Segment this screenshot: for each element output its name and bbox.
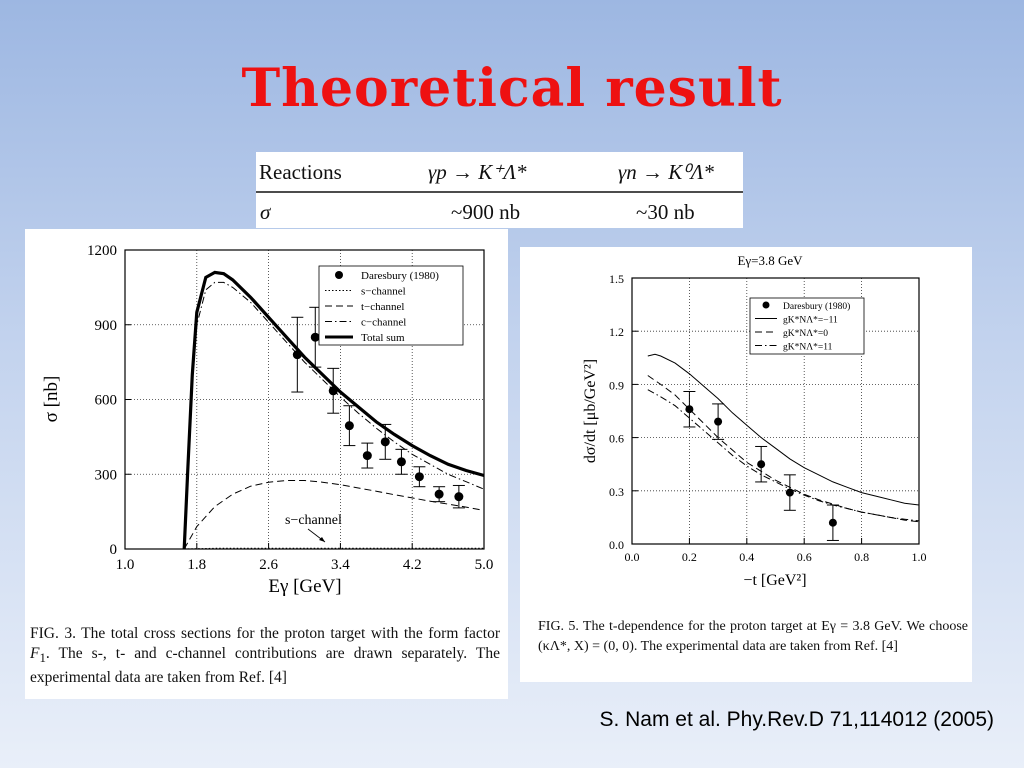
y-tick-label: 0.3 bbox=[609, 485, 624, 499]
data-point bbox=[757, 460, 766, 469]
y-axis-label: dσ/dt [μb/GeV²] bbox=[582, 359, 599, 463]
x-tick-label: 1.0 bbox=[116, 557, 135, 573]
data-point bbox=[414, 472, 424, 482]
x-tick-label: 0.2 bbox=[682, 550, 697, 564]
tick-labels: 0.0 0.2 0.4 0.6 0.8 1.0 0.0 0.3 0.6 0.9 1.2 1.5 bbox=[609, 272, 927, 564]
data-point bbox=[310, 332, 320, 342]
x-tick-label: 0.8 bbox=[854, 550, 869, 564]
y-tick-label: 1200 bbox=[87, 243, 117, 259]
slide-title: Theoretical result bbox=[241, 58, 783, 119]
table-value-neutron: ~30 nb bbox=[636, 200, 695, 224]
table-value-proton: ~900 nb bbox=[451, 200, 520, 224]
legend-label: gK*NΛ*=−11 bbox=[783, 316, 838, 326]
table-header-proton: γp → K⁺Λ* bbox=[428, 160, 527, 184]
y-tick-label: 600 bbox=[95, 393, 118, 409]
series-line bbox=[184, 547, 484, 550]
legend-label: t−channel bbox=[361, 301, 404, 313]
annotation-arrowhead bbox=[319, 537, 325, 542]
x-tick-label: 1.8 bbox=[187, 557, 206, 573]
data-point bbox=[396, 457, 406, 467]
figure-panel-right: Eγ=3.8 GeV 0.0 0.2 0.4 0.6 0.8 1.0 0.0 0.3 0.6 0.… bbox=[520, 247, 972, 682]
legend-label: Total sum bbox=[361, 332, 405, 344]
series-line bbox=[647, 353, 920, 506]
series-line bbox=[647, 389, 920, 522]
y-tick-label: 300 bbox=[95, 467, 118, 483]
table-row-sigma: σ bbox=[260, 200, 272, 224]
chart-legend: Daresbury (1980) s−channel t−channel c−chan… bbox=[318, 265, 464, 346]
y-tick-label: 0.6 bbox=[609, 432, 624, 446]
y-tick-label: 900 bbox=[95, 318, 118, 334]
x-tick-label: 0.6 bbox=[797, 550, 812, 564]
figure-panel-left: 1.0 1.8 2.6 3.4 4.2 5.0 0 300 600 900 1200 σ [nb] … bbox=[25, 229, 508, 699]
data-point bbox=[828, 518, 837, 527]
legend-label: Daresbury (1980) bbox=[361, 270, 439, 282]
y-tick-label: 1.2 bbox=[609, 325, 624, 339]
x-tick-label: 0.0 bbox=[625, 550, 640, 564]
data-point bbox=[685, 405, 694, 414]
series-line bbox=[647, 375, 920, 523]
x-axis-label: −t [GeV²] bbox=[743, 572, 806, 589]
y-tick-label: 0 bbox=[110, 542, 118, 558]
x-tick-label: 5.0 bbox=[475, 557, 494, 573]
figure-caption-left: FIG. 3. The total cross sections for the… bbox=[30, 625, 500, 687]
data-point bbox=[292, 350, 302, 360]
legend-marker bbox=[335, 271, 343, 279]
data-point bbox=[344, 421, 354, 431]
x-tick-label: 4.2 bbox=[403, 557, 422, 573]
chart-frame bbox=[124, 249, 485, 550]
tick-labels: 1.0 1.8 2.6 3.4 4.2 5.0 0 300 600 900 1200 bbox=[87, 243, 493, 573]
x-tick-label: 0.4 bbox=[739, 550, 754, 564]
t-dependence-chart: Eγ=3.8 GeV 0.0 0.2 0.4 0.6 0.8 1.00.00.30.60.… bbox=[582, 253, 927, 589]
y-tick-label: 0.0 bbox=[609, 538, 624, 552]
series-lines bbox=[647, 353, 920, 523]
data-points bbox=[291, 306, 465, 509]
legend-box bbox=[749, 297, 865, 355]
reaction-table: Reactions γp → K⁺Λ* γn → K⁰Λ* σ ~900 nb … bbox=[256, 152, 743, 228]
annotation-s-channel: s−channel bbox=[285, 513, 342, 528]
data-point bbox=[328, 386, 338, 396]
data-points bbox=[683, 390, 839, 541]
data-point bbox=[454, 492, 464, 502]
chart-frame bbox=[631, 277, 920, 545]
data-point bbox=[714, 417, 723, 426]
table-header-reactions: Reactions bbox=[259, 160, 342, 184]
y-tick-label: 1.5 bbox=[609, 272, 624, 286]
data-point bbox=[434, 489, 444, 499]
legend-label: gK*NΛ*=11 bbox=[783, 343, 833, 353]
x-tick-label: 2.6 bbox=[259, 557, 278, 573]
y-tick-label: 0.9 bbox=[609, 378, 624, 392]
chart-legend: Daresbury (1980) gK*NΛ*=−11 gK*NΛ*=0 gK*NΛ*… bbox=[749, 297, 865, 355]
x-tick-label: 1.0 bbox=[912, 550, 927, 564]
x-axis-label: Eγ [GeV] bbox=[268, 576, 341, 597]
legend-label: Daresbury (1980) bbox=[783, 301, 850, 312]
data-point bbox=[380, 437, 390, 447]
data-point bbox=[785, 488, 794, 497]
legend-label: c−channel bbox=[361, 317, 406, 329]
table-header-neutron: γn → K⁰Λ* bbox=[618, 160, 714, 184]
y-axis-label: σ [nb] bbox=[41, 376, 62, 423]
legend-label: s−channel bbox=[361, 286, 406, 298]
legend-label: gK*NΛ*=0 bbox=[783, 329, 828, 339]
x-tick-label: 3.4 bbox=[331, 557, 350, 573]
data-point bbox=[362, 451, 372, 461]
citation: S. Nam et al. Phy.Rev.D 71,114012 (2005) bbox=[599, 708, 994, 731]
chart-title: Eγ=3.8 GeV bbox=[737, 253, 803, 268]
figure-caption-right: FIG. 5. The t-dependence for the proton … bbox=[538, 619, 968, 654]
series-line bbox=[182, 270, 485, 550]
legend-marker bbox=[762, 301, 770, 309]
